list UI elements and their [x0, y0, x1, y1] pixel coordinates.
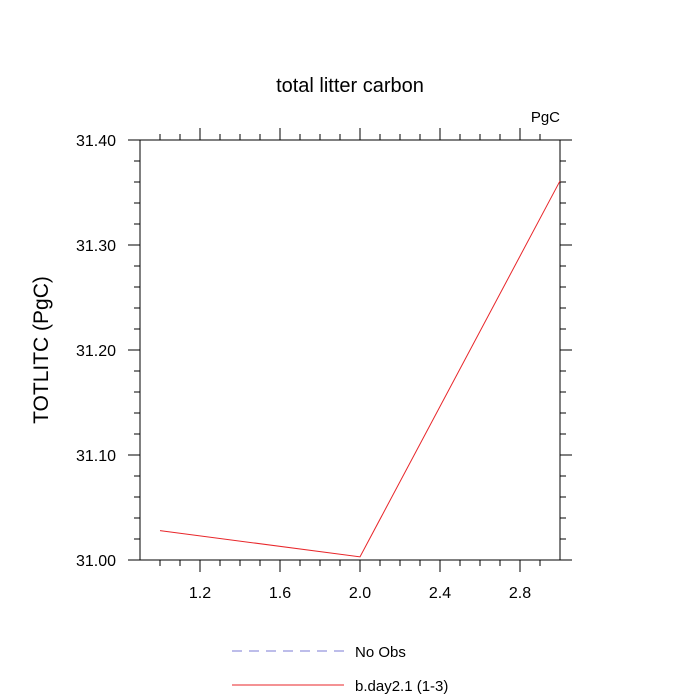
units-label: PgC: [531, 109, 560, 126]
y-tick-label: 31.10: [76, 448, 116, 465]
y-tick-label: 31.40: [76, 133, 116, 150]
x-tick-label: 2.8: [509, 585, 531, 602]
x-tick-label: 2.0: [349, 585, 371, 602]
plot-frame: [139, 139, 561, 561]
y-tick-label: 31.20: [76, 343, 116, 360]
series-point: [560, 180, 561, 181]
series-point: [360, 556, 361, 557]
y-tick-label: 31.00: [76, 553, 116, 570]
axis-ticks: 1.2 1.6 2.0 2.4 2.8 31.00 31.10 31.20 31.30 31.40: [76, 128, 572, 602]
chart-title: total litter carbon: [276, 75, 424, 97]
legend-label-b-day2-1: b.day2.1 (1-3): [355, 678, 448, 695]
legend: No Obs b.day2.1 (1-3): [232, 644, 448, 695]
y-tick-label: 31.30: [76, 238, 116, 255]
x-tick-label: 1.2: [189, 585, 211, 602]
series-point: [160, 530, 161, 531]
legend-label-no-obs: No Obs: [355, 644, 406, 661]
x-tick-label: 2.4: [429, 585, 451, 602]
series-line-1: [159, 180, 561, 558]
y-axis-label: TOTLITC (PgC): [30, 276, 53, 424]
x-tick-label: 1.6: [269, 585, 291, 602]
series-layer: [159, 180, 561, 558]
